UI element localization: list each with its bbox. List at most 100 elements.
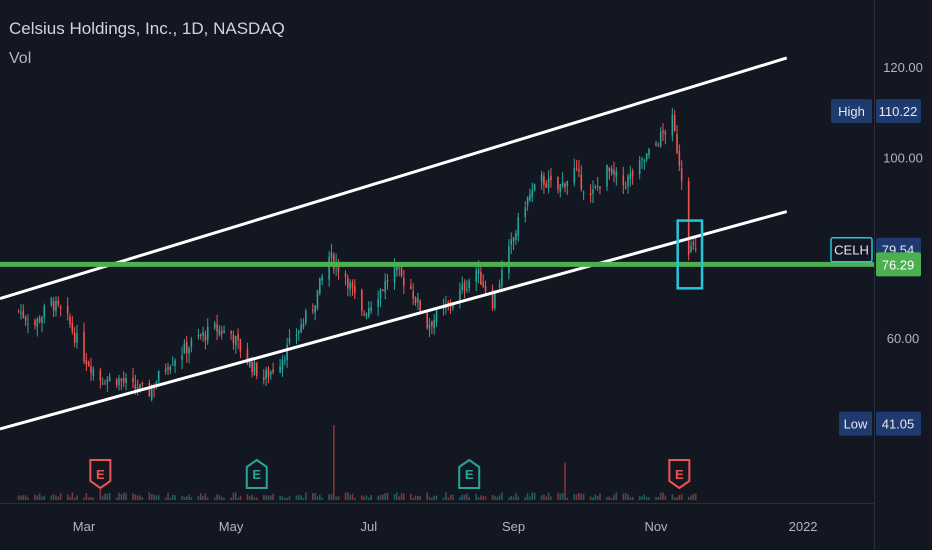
candle-body (167, 367, 169, 370)
candle-body (676, 133, 678, 153)
candle-body (659, 132, 662, 146)
candle-body (106, 379, 109, 383)
candles (17, 107, 697, 402)
candle-body (354, 285, 356, 294)
volume-bar (629, 497, 632, 500)
volume-bar (596, 495, 599, 500)
volume-bar (398, 496, 400, 500)
candle-body (564, 183, 566, 188)
candle-body (447, 302, 450, 304)
highlight-box[interactable] (676, 219, 704, 290)
volume-bar (361, 495, 363, 500)
volume-bar (517, 496, 520, 500)
candle-body (599, 186, 601, 189)
volume-bar (132, 493, 134, 500)
candle-body (139, 384, 141, 390)
candle-body (262, 377, 265, 380)
volume-bar (589, 496, 592, 500)
candle-body (321, 276, 323, 281)
volume-bar (232, 492, 235, 500)
earnings-marker[interactable]: E (668, 459, 691, 490)
volume-bar (22, 495, 25, 500)
candle-body (648, 148, 650, 156)
volume-bar (529, 496, 531, 500)
volume-bar (484, 496, 487, 500)
drawings[interactable] (0, 56, 874, 431)
axes[interactable]: Mar May Jul Sep Nov 2022 120.00 100.00 60.00 110.… (73, 60, 923, 534)
candle-body (190, 339, 193, 347)
volume-bar (267, 495, 270, 500)
earnings-marker[interactable]: E (458, 458, 481, 489)
candle-body (164, 368, 167, 372)
candle-body (547, 178, 550, 188)
candle-body (251, 361, 253, 373)
candle-body (508, 246, 510, 273)
candle-body (480, 271, 482, 285)
candle-body (361, 289, 363, 312)
volume-bar (393, 493, 396, 500)
volume-bar (452, 494, 454, 500)
price-label[interactable]: 41.05 Low (839, 411, 921, 436)
candle-body (379, 289, 382, 299)
volume-bar (139, 495, 141, 500)
candle-body (498, 283, 501, 289)
volume-bar (34, 494, 36, 500)
volume-bar (183, 496, 186, 500)
volume-bar (288, 496, 291, 500)
candle-body (594, 186, 597, 189)
candle-body (687, 180, 690, 255)
candle-body (232, 334, 235, 344)
candle-body (181, 355, 183, 360)
candle-body (17, 310, 20, 312)
volume-bar (433, 495, 436, 500)
volume-bar (442, 497, 445, 500)
candle-body (491, 289, 494, 309)
volume-bar (279, 495, 281, 500)
volume-bar (190, 497, 193, 500)
channel-upper-line[interactable] (0, 56, 788, 300)
candle-body (125, 378, 127, 384)
volume-bar (272, 493, 274, 500)
volume-bar (573, 493, 576, 500)
volume-bar (83, 497, 85, 500)
candle-body (545, 183, 548, 188)
volume-bar (676, 497, 678, 500)
price-label-value: 76.29 (882, 257, 915, 272)
candle-body (197, 334, 200, 337)
volume-bar (384, 492, 386, 500)
candle-body (433, 319, 436, 329)
earnings-marker[interactable]: E (89, 459, 112, 490)
volume-bar (246, 494, 249, 500)
volume-bar (304, 492, 307, 500)
volume-bar (125, 493, 127, 500)
price-label-box (876, 411, 921, 436)
candle-body (690, 245, 692, 252)
volume-bar (281, 496, 284, 500)
volume-bar (627, 494, 629, 500)
candle-body (148, 382, 151, 397)
candle-body (377, 298, 379, 307)
candle-body (624, 186, 627, 188)
volume-bar (690, 495, 692, 500)
candle-body (272, 369, 274, 373)
earnings-marker[interactable]: E (245, 458, 268, 489)
price-label[interactable]: 110.22 High (831, 99, 921, 124)
volume-bar (431, 497, 433, 500)
volume-bar (377, 495, 379, 500)
volume-bar (206, 497, 209, 500)
candle-body (55, 300, 57, 312)
candle-body (265, 370, 267, 379)
volume-bar (50, 495, 53, 500)
candle-body (629, 173, 632, 179)
candle-body (36, 318, 39, 327)
x-tick-label: 2022 (789, 519, 818, 534)
candle-body (517, 217, 520, 237)
price-label[interactable]: 76.29 (876, 252, 921, 277)
candle-body (641, 158, 643, 161)
channel-lower-line[interactable] (0, 210, 788, 431)
volume-bar (550, 496, 552, 500)
volume-bar (365, 495, 368, 500)
candle-body (382, 289, 384, 291)
